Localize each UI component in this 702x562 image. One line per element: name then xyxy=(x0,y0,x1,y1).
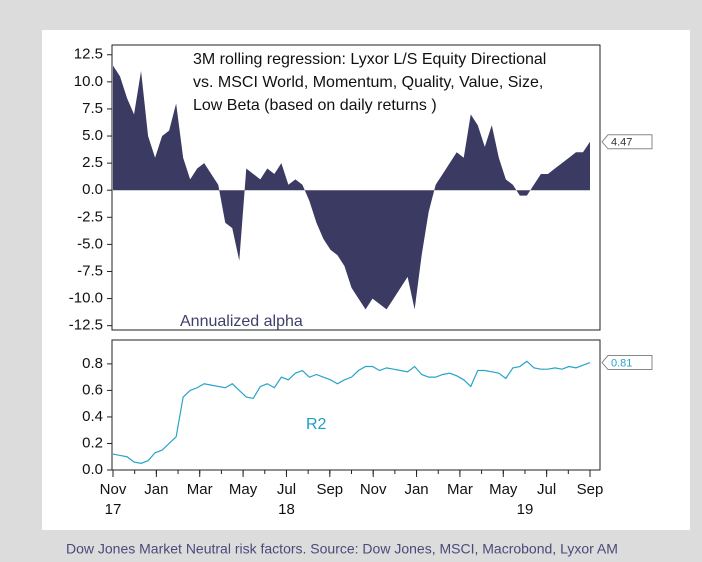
title-line: vs. MSCI World, Momentum, Quality, Value… xyxy=(193,74,543,91)
x-tick-label: Jul xyxy=(537,481,556,498)
line xyxy=(112,360,591,464)
y-tick-label: 7.5 xyxy=(82,100,103,117)
plot-frame xyxy=(111,44,601,331)
end-label: 4.47 xyxy=(611,137,632,149)
y-tick-label: 0.2 xyxy=(82,434,103,451)
y-tick-label: -12.5 xyxy=(69,317,103,334)
y-tick-label: -7.5 xyxy=(77,262,103,279)
end-callout xyxy=(601,134,653,150)
y-tick-label: -10.0 xyxy=(69,290,103,307)
y-tick-label: 0.6 xyxy=(82,381,103,398)
y-tick-label: 0.0 xyxy=(82,181,103,198)
y-tick-label: 0.0 xyxy=(82,461,103,478)
x-tick-label: Sep xyxy=(577,481,604,498)
x-tick-label: Mar xyxy=(187,481,213,498)
end-callout xyxy=(601,355,653,371)
x-tick-label: Jan xyxy=(404,481,428,498)
y-tick-label: 0.4 xyxy=(82,408,103,425)
x-tick-label: Sep xyxy=(316,481,343,498)
title-line: Low Beta (based on daily returns ) xyxy=(193,97,437,114)
x-year-label: 18 xyxy=(278,501,295,518)
plot-frame xyxy=(111,339,601,471)
area xyxy=(113,65,590,310)
source-note: Dow Jones Market Neutral risk factors. S… xyxy=(66,541,618,557)
x-tick-label: Nov xyxy=(360,481,387,498)
y-tick-label: 10.0 xyxy=(74,73,103,90)
x-tick-label: Jul xyxy=(277,481,296,498)
x-tick-label: May xyxy=(229,481,258,498)
x-year-label: 17 xyxy=(105,501,122,518)
title-line: 3M rolling regression: Lyxor L/S Equity … xyxy=(193,51,546,68)
y-tick-label: -2.5 xyxy=(77,208,103,225)
x-tick-label: Jan xyxy=(144,481,168,498)
y-tick-label: 12.5 xyxy=(74,46,103,63)
y-tick-label: 5.0 xyxy=(82,127,103,144)
y-tick-label: -5.0 xyxy=(77,235,103,252)
x-tick-label: Nov xyxy=(100,481,127,498)
x-tick-label: Mar xyxy=(447,481,473,498)
annotation: R2 xyxy=(306,416,327,433)
y-tick-label: 2.5 xyxy=(82,154,103,171)
end-label: 0.81 xyxy=(611,357,632,369)
y-tick-label: 0.8 xyxy=(82,355,103,372)
annotation: Annualized alpha xyxy=(180,313,303,330)
x-tick-label: May xyxy=(489,481,518,498)
x-year-label: 19 xyxy=(517,501,534,518)
